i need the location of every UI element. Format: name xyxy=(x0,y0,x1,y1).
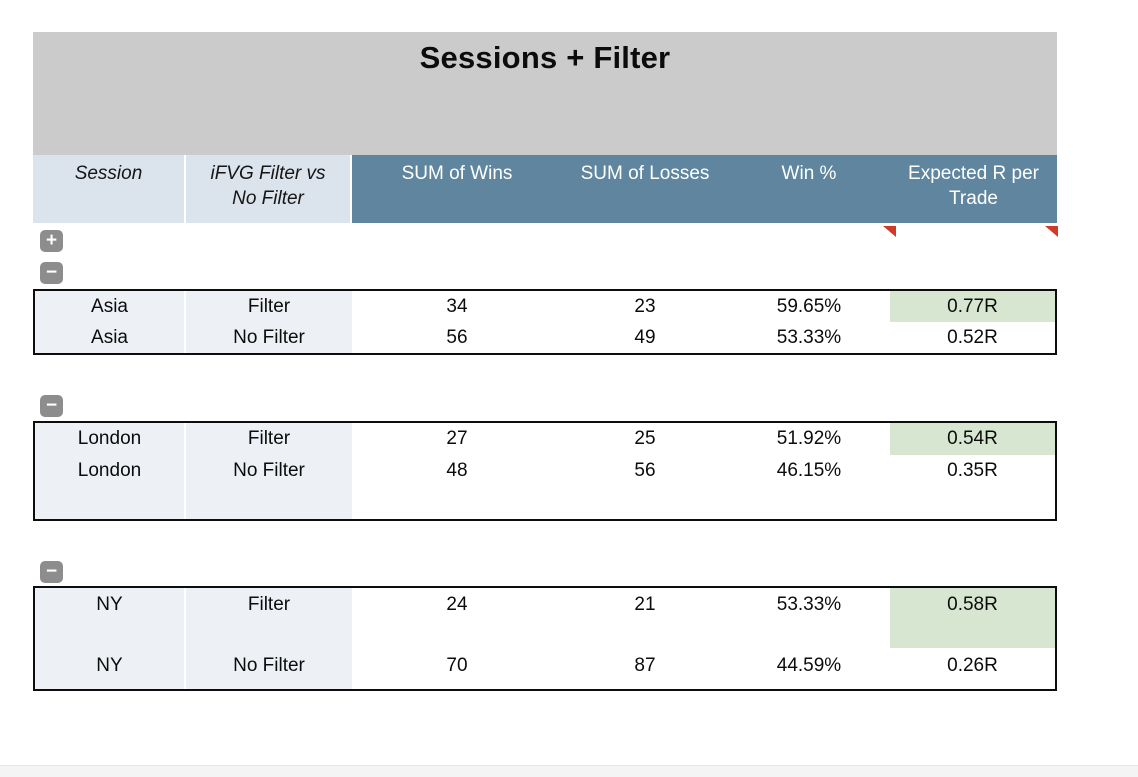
cell-wins[interactable]: 70 xyxy=(446,655,468,676)
empty-row xyxy=(35,684,1055,689)
cell-expected-r[interactable]: 0.52R xyxy=(947,326,998,348)
cell-filter[interactable]: Filter xyxy=(186,588,352,648)
cell-session[interactable]: London xyxy=(35,455,186,487)
cell-filter[interactable]: No Filter xyxy=(186,455,352,487)
table-row: NY Filter 24 21 53.33% 0.58R xyxy=(35,588,1055,648)
outline-expand-button[interactable]: + xyxy=(40,230,63,252)
column-header-ifvg-filter-label: iFVG Filter vs No Filter xyxy=(210,163,326,209)
cell-filter[interactable]: Filter xyxy=(186,423,352,455)
empty-cell[interactable] xyxy=(186,684,352,689)
cell-losses[interactable]: 23 xyxy=(634,295,656,317)
page-title: Sessions + Filter xyxy=(419,40,671,75)
column-header-ifvg-filter[interactable]: iFVG Filter vs No Filter xyxy=(186,155,352,223)
cell-expected-r[interactable]: 0.58R xyxy=(890,588,1055,648)
cell-win-pct[interactable]: 46.15% xyxy=(776,460,842,481)
cell-expected-r[interactable]: 0.54R xyxy=(890,423,1055,455)
cell-losses[interactable]: 21 xyxy=(634,594,656,615)
title-block: Sessions + Filter xyxy=(33,32,1057,155)
comment-marker-icon[interactable] xyxy=(883,226,896,237)
cell-losses[interactable]: 49 xyxy=(634,326,656,348)
cell-session[interactable]: London xyxy=(35,423,186,455)
cell-win-pct[interactable]: 53.33% xyxy=(776,594,842,615)
empty-row xyxy=(35,487,1055,519)
cell-expected-r[interactable]: 0.35R xyxy=(947,460,998,481)
group-asia: Asia Filter 34 23 59.65% 0.77R Asia No F… xyxy=(33,289,1057,355)
cell-win-pct[interactable]: 51.92% xyxy=(776,428,842,449)
cell-losses[interactable]: 25 xyxy=(634,428,656,449)
column-header-session[interactable]: Session xyxy=(33,155,186,223)
cell-filter[interactable]: No Filter xyxy=(186,322,352,353)
cell-win-pct[interactable]: 53.33% xyxy=(776,326,842,348)
table-row: Asia No Filter 56 49 53.33% 0.52R xyxy=(35,322,1055,353)
cell-win-pct[interactable]: 59.65% xyxy=(776,295,842,317)
table-header-row: Session iFVG Filter vs No Filter SUM of … xyxy=(33,155,1057,223)
group-london: London Filter 27 25 51.92% 0.54R London … xyxy=(33,421,1057,521)
cell-session[interactable]: NY xyxy=(35,588,186,648)
column-header-win-pct[interactable]: Win % xyxy=(728,155,890,223)
cell-wins[interactable]: 27 xyxy=(446,428,468,449)
cell-session[interactable]: Asia xyxy=(35,291,186,322)
cell-losses[interactable]: 56 xyxy=(634,460,656,481)
comment-marker-icon[interactable] xyxy=(1045,226,1058,237)
cell-losses[interactable]: 87 xyxy=(634,655,656,676)
cell-filter[interactable]: Filter xyxy=(186,291,352,322)
empty-cell[interactable] xyxy=(186,487,352,519)
table-row: London No Filter 48 56 46.15% 0.35R xyxy=(35,455,1055,487)
cell-wins[interactable]: 56 xyxy=(446,326,468,348)
cell-wins[interactable]: 48 xyxy=(446,460,468,481)
cell-expected-r[interactable]: 0.77R xyxy=(890,291,1055,322)
column-header-expected-r[interactable]: Expected R per Trade xyxy=(890,155,1057,223)
outline-collapse-button-london[interactable]: − xyxy=(40,395,63,417)
outline-collapse-button-asia[interactable]: − xyxy=(40,262,63,284)
empty-cell[interactable] xyxy=(35,684,186,689)
cell-wins[interactable]: 24 xyxy=(446,594,468,615)
outline-collapse-button-ny[interactable]: − xyxy=(40,561,63,583)
table-row: Asia Filter 34 23 59.65% 0.77R xyxy=(35,291,1055,322)
cell-wins[interactable]: 34 xyxy=(446,295,468,317)
bottom-edge-bar xyxy=(0,765,1138,777)
group-ny: NY Filter 24 21 53.33% 0.58R NY No Filte… xyxy=(33,586,1057,691)
table-row: London Filter 27 25 51.92% 0.54R xyxy=(35,423,1055,455)
table-row: NY No Filter 70 87 44.59% 0.26R xyxy=(35,648,1055,684)
cell-session[interactable]: Asia xyxy=(35,322,186,353)
cell-filter[interactable]: No Filter xyxy=(186,648,352,684)
cell-session[interactable]: NY xyxy=(35,648,186,684)
cell-expected-r[interactable]: 0.26R xyxy=(947,655,998,676)
column-header-expected-r-label: Expected R per Trade xyxy=(908,163,1039,209)
cell-win-pct[interactable]: 44.59% xyxy=(776,655,842,676)
column-header-sum-of-losses[interactable]: SUM of Losses xyxy=(562,155,728,223)
column-header-sum-of-wins[interactable]: SUM of Wins xyxy=(352,155,562,223)
empty-cell[interactable] xyxy=(35,487,186,519)
